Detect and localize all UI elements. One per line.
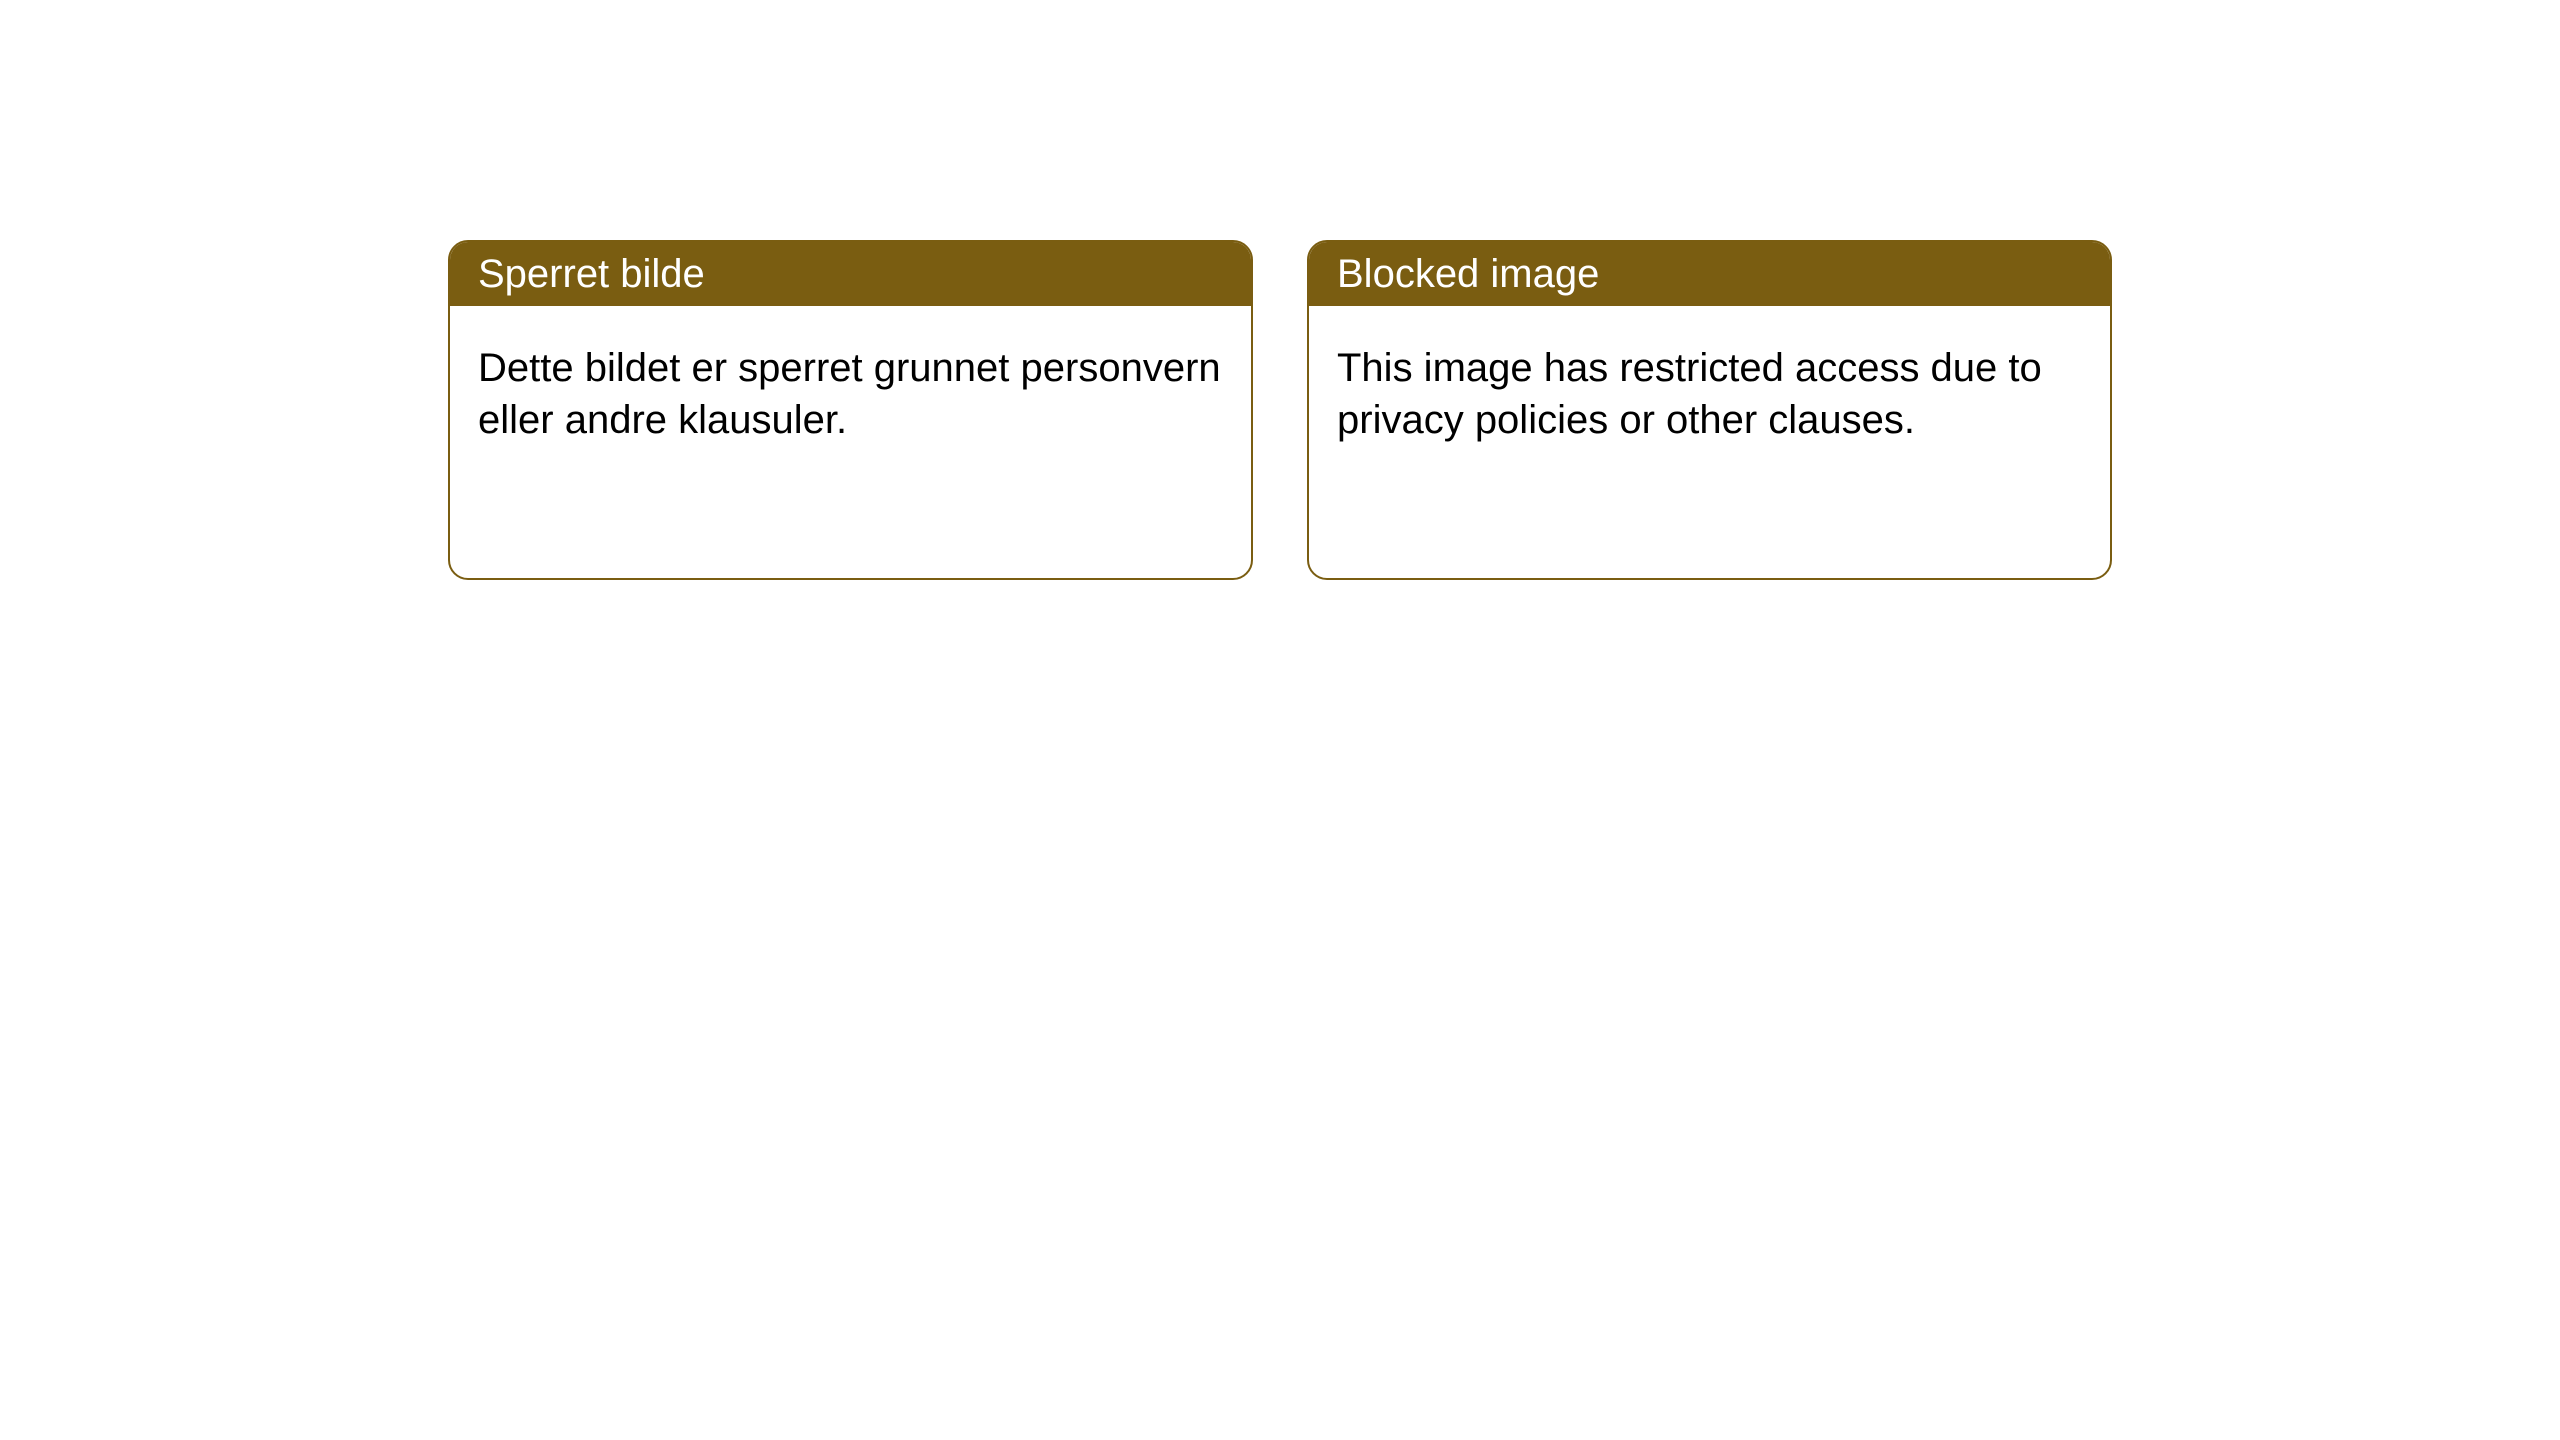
notice-card-en: Blocked image This image has restricted …: [1307, 240, 2112, 580]
notice-body-no: Dette bildet er sperret grunnet personve…: [450, 306, 1251, 482]
notice-card-no: Sperret bilde Dette bildet er sperret gr…: [448, 240, 1253, 580]
notice-body-en: This image has restricted access due to …: [1309, 306, 2110, 482]
notice-header-no: Sperret bilde: [450, 242, 1251, 306]
notice-container: Sperret bilde Dette bildet er sperret gr…: [448, 240, 2112, 580]
notice-header-en: Blocked image: [1309, 242, 2110, 306]
